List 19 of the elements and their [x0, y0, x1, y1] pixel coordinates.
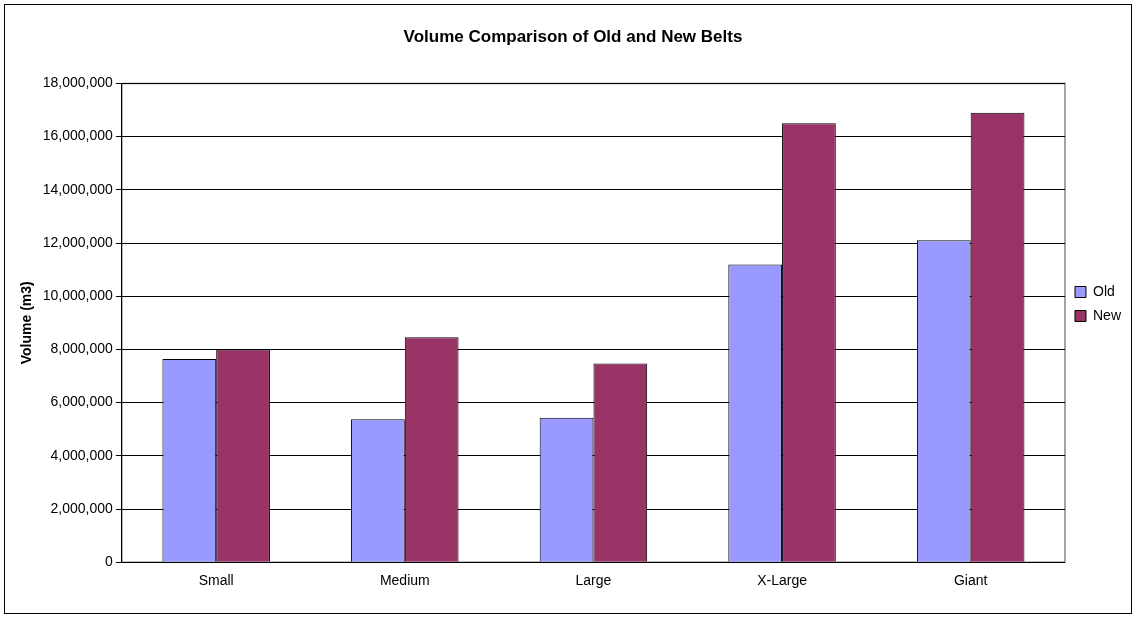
x-tick-label: Medium	[379, 572, 430, 589]
y-tick-label: 12,000,000	[42, 233, 114, 250]
y-axis-title: Volume (m3)	[18, 281, 35, 365]
y-tick-label: 2,000,000	[50, 499, 114, 516]
x-tick-label: Large	[575, 572, 612, 589]
y-tick-label: 8,000,000	[50, 340, 114, 357]
x-tick-label: X-Large	[757, 572, 808, 589]
y-tick-label: 6,000,000	[50, 393, 114, 410]
y-tick-label: 16,000,000	[42, 127, 114, 144]
y-tick-label: 10,000,000	[42, 287, 114, 304]
chart-title: Volume Comparison of Old and New Belts	[403, 26, 743, 46]
x-tick-label: Giant	[953, 572, 988, 589]
y-tick-label: 4,000,000	[50, 446, 114, 463]
legend-label: Old	[1092, 282, 1115, 299]
x-tick-label: Small	[198, 572, 234, 589]
y-tick-label: 14,000,000	[42, 180, 114, 197]
y-tick-label: 18,000,000	[42, 74, 114, 91]
legend-label: New	[1092, 306, 1122, 323]
y-tick-label: 0	[105, 553, 114, 570]
